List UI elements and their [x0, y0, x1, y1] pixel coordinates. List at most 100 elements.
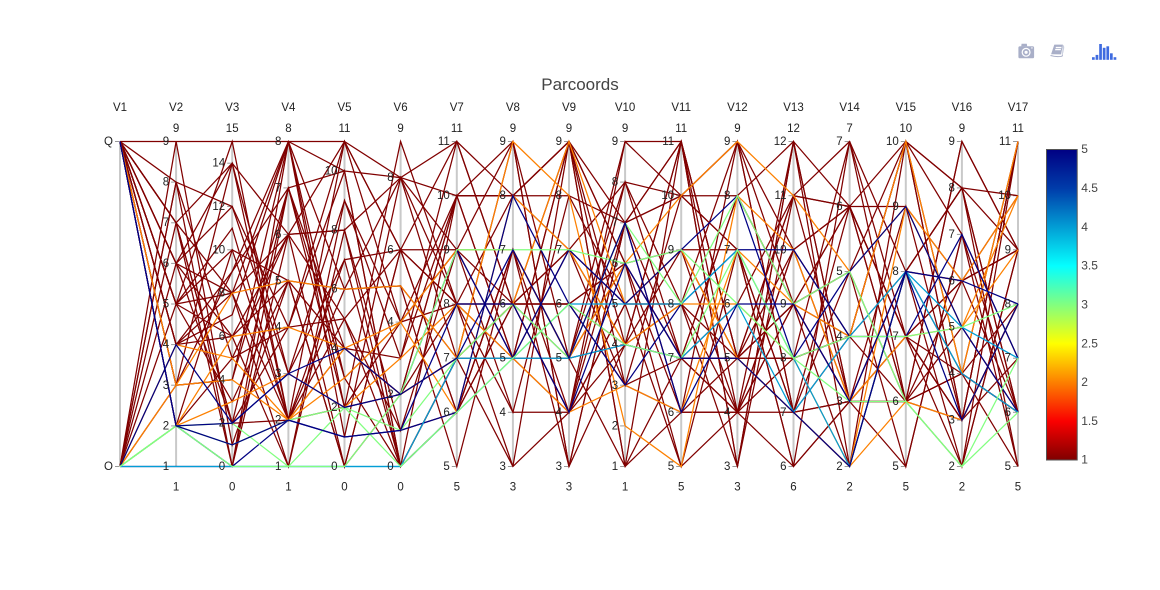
svg-text:9: 9: [734, 123, 740, 135]
svg-text:3: 3: [1081, 297, 1088, 311]
svg-text:10: 10: [998, 190, 1011, 202]
svg-text:V7: V7: [450, 102, 464, 114]
svg-text:6: 6: [948, 275, 954, 287]
svg-text:8: 8: [275, 136, 281, 148]
svg-text:9: 9: [959, 123, 965, 135]
svg-text:7: 7: [780, 407, 786, 419]
svg-text:V9: V9: [562, 102, 576, 114]
svg-text:9: 9: [724, 136, 730, 148]
svg-text:6: 6: [612, 258, 618, 270]
svg-text:1: 1: [622, 482, 628, 494]
svg-text:4: 4: [836, 331, 843, 343]
svg-text:1.5: 1.5: [1081, 414, 1098, 428]
svg-text:9: 9: [622, 123, 628, 135]
svg-text:1: 1: [275, 461, 281, 473]
svg-text:7: 7: [443, 353, 449, 365]
svg-text:8: 8: [724, 190, 730, 202]
svg-text:10: 10: [325, 166, 338, 178]
svg-text:Parcoords: Parcoords: [541, 75, 618, 94]
svg-text:14: 14: [212, 158, 225, 170]
svg-text:10: 10: [886, 136, 899, 148]
svg-text:3.5: 3.5: [1081, 259, 1098, 273]
svg-text:1: 1: [163, 461, 169, 473]
svg-text:9: 9: [173, 123, 179, 135]
svg-text:5: 5: [892, 461, 898, 473]
svg-text:5: 5: [443, 461, 449, 473]
svg-text:6: 6: [892, 396, 898, 408]
svg-text:V1: V1: [113, 102, 127, 114]
svg-text:V11: V11: [671, 102, 691, 114]
svg-text:9: 9: [397, 123, 403, 135]
svg-text:4: 4: [499, 407, 506, 419]
svg-text:V16: V16: [952, 102, 972, 114]
svg-text:1: 1: [1081, 453, 1088, 467]
svg-text:6: 6: [790, 482, 796, 494]
svg-text:7: 7: [668, 353, 674, 365]
svg-text:8: 8: [163, 177, 169, 189]
svg-text:5: 5: [1081, 142, 1088, 156]
svg-text:8: 8: [612, 177, 618, 189]
svg-text:V15: V15: [896, 102, 916, 114]
svg-text:7: 7: [163, 217, 169, 229]
svg-text:9: 9: [510, 123, 516, 135]
svg-text:6: 6: [556, 299, 562, 311]
svg-text:6: 6: [331, 284, 337, 296]
svg-text:4: 4: [331, 343, 338, 355]
svg-text:12: 12: [774, 136, 787, 148]
svg-text:5: 5: [836, 266, 842, 278]
svg-text:O: O: [104, 461, 113, 473]
svg-text:5: 5: [275, 275, 281, 287]
svg-text:2.5: 2.5: [1081, 336, 1098, 350]
svg-text:10: 10: [899, 123, 912, 135]
svg-text:9: 9: [1005, 244, 1011, 256]
svg-text:0: 0: [341, 482, 347, 494]
svg-text:2: 2: [846, 482, 852, 494]
svg-text:5: 5: [903, 482, 909, 494]
svg-text:5: 5: [1005, 461, 1011, 473]
svg-text:2: 2: [331, 402, 337, 414]
svg-text:0: 0: [397, 482, 403, 494]
svg-text:4: 4: [1081, 220, 1088, 234]
svg-text:7: 7: [1005, 353, 1011, 365]
svg-text:V13: V13: [783, 102, 803, 114]
svg-text:3: 3: [510, 482, 516, 494]
svg-text:0: 0: [229, 482, 235, 494]
svg-text:0: 0: [331, 461, 337, 473]
svg-text:11: 11: [438, 136, 450, 148]
svg-text:3: 3: [275, 368, 281, 380]
svg-text:9: 9: [612, 136, 618, 148]
svg-text:2: 2: [948, 461, 954, 473]
svg-text:V17: V17: [1008, 102, 1028, 114]
svg-text:2: 2: [275, 415, 281, 427]
svg-text:8: 8: [780, 353, 786, 365]
svg-text:V8: V8: [506, 102, 520, 114]
svg-text:1: 1: [173, 482, 179, 494]
svg-text:5: 5: [1015, 482, 1021, 494]
svg-text:6: 6: [387, 244, 393, 256]
svg-text:4: 4: [275, 322, 282, 334]
svg-text:V14: V14: [839, 102, 860, 114]
svg-text:2: 2: [387, 389, 393, 401]
svg-text:12: 12: [212, 201, 225, 213]
svg-text:7: 7: [275, 182, 281, 194]
svg-text:6: 6: [836, 201, 842, 213]
svg-text:4: 4: [948, 368, 955, 380]
svg-text:V10: V10: [615, 102, 635, 114]
svg-text:4: 4: [724, 407, 731, 419]
svg-text:7: 7: [499, 244, 505, 256]
svg-text:8: 8: [219, 288, 225, 300]
svg-text:11: 11: [451, 123, 463, 135]
svg-text:5: 5: [454, 482, 460, 494]
svg-text:11: 11: [1012, 123, 1024, 135]
svg-text:11: 11: [999, 136, 1011, 148]
svg-text:12: 12: [787, 123, 800, 135]
svg-text:8: 8: [892, 266, 898, 278]
svg-text:4: 4: [556, 407, 563, 419]
svg-text:8: 8: [387, 172, 393, 184]
svg-text:9: 9: [892, 201, 898, 213]
svg-text:11: 11: [339, 123, 351, 135]
svg-text:6: 6: [668, 407, 674, 419]
svg-text:3: 3: [556, 461, 562, 473]
svg-text:6: 6: [163, 258, 169, 270]
svg-text:6: 6: [443, 407, 449, 419]
